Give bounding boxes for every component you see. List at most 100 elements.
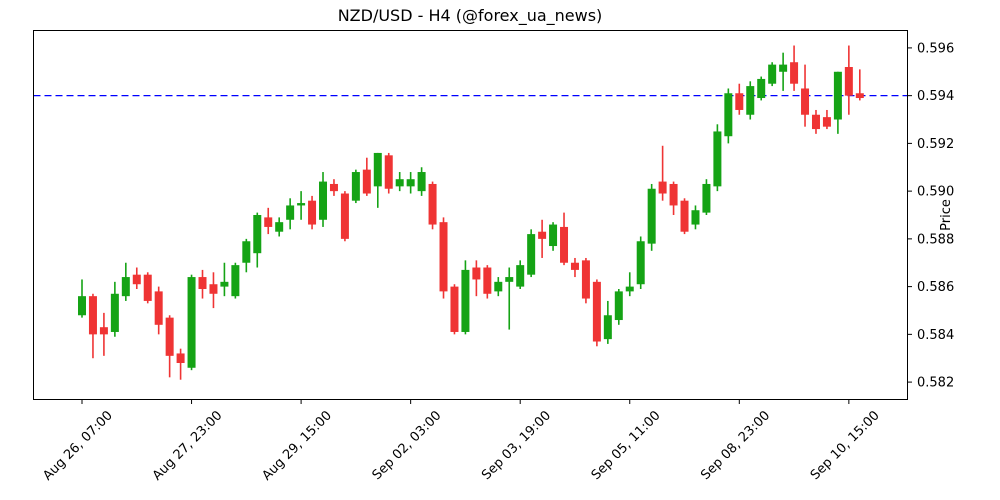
candle xyxy=(746,81,755,120)
candle xyxy=(538,219,547,258)
candle-body-down xyxy=(340,193,349,239)
candle xyxy=(395,172,404,192)
candles-layer xyxy=(78,45,864,380)
candle xyxy=(110,281,119,337)
candle-body-up xyxy=(461,269,470,332)
candle xyxy=(176,348,185,380)
y-axis-label: Price xyxy=(939,199,954,231)
candle xyxy=(319,172,328,227)
candle-body-down xyxy=(308,200,317,225)
candle xyxy=(680,198,689,235)
y-tick-label: 0.596 xyxy=(917,41,954,56)
y-tick-label: 0.588 xyxy=(917,232,954,247)
candle xyxy=(264,207,273,235)
candle-body-down xyxy=(811,114,820,130)
candle xyxy=(340,191,349,242)
candle xyxy=(461,260,470,335)
candle-body-up xyxy=(527,234,536,275)
candle xyxy=(757,76,766,101)
y-tick-label: 0.590 xyxy=(917,185,954,200)
candle-body-down xyxy=(822,117,831,127)
candle-body-up xyxy=(373,152,382,187)
y-tick-label: 0.584 xyxy=(917,328,954,343)
candle xyxy=(822,109,831,130)
candle-body-up xyxy=(231,265,240,297)
candle-body-down xyxy=(176,353,185,363)
candle-body-up xyxy=(691,210,700,225)
candle-body-up xyxy=(319,181,328,220)
candle-body-down xyxy=(329,183,338,192)
candle-body-up xyxy=(614,291,623,321)
candle-body-up xyxy=(746,86,755,115)
candle xyxy=(603,300,612,344)
candle-body-up xyxy=(121,277,130,297)
candle xyxy=(417,167,426,196)
x-tick-label: Sep 05, 11:00 xyxy=(589,408,664,483)
candle xyxy=(99,312,108,356)
candle xyxy=(78,279,86,318)
candle xyxy=(483,265,492,299)
candle xyxy=(198,269,207,299)
candle xyxy=(790,45,799,91)
candle xyxy=(373,152,382,208)
candle xyxy=(647,183,656,251)
candle-body-down xyxy=(428,183,437,225)
candle-body-up xyxy=(242,241,251,263)
candle xyxy=(768,62,777,87)
candle-body-up xyxy=(516,265,525,287)
candle xyxy=(231,262,240,299)
candle-body-down xyxy=(669,183,678,206)
candle-body-up xyxy=(768,64,777,84)
candle xyxy=(297,191,306,220)
candle xyxy=(735,83,744,115)
y-tick-label: 0.592 xyxy=(917,137,954,152)
candle xyxy=(450,284,459,335)
candle xyxy=(801,64,810,127)
x-tick-label: Aug 26, 07:00 xyxy=(40,408,116,484)
candle-body-down xyxy=(581,260,590,299)
candle-body-up xyxy=(220,281,229,287)
candle-body-down xyxy=(143,274,152,301)
candle xyxy=(308,195,317,230)
candle xyxy=(494,277,503,297)
candle-body-up xyxy=(275,222,284,232)
candle-body-down xyxy=(99,327,108,335)
candle-body-up xyxy=(494,281,503,292)
candle xyxy=(549,222,558,251)
candle xyxy=(844,45,853,115)
candle-body-down xyxy=(209,284,218,294)
x-tick-label: Sep 10, 15:00 xyxy=(808,408,883,483)
candle xyxy=(691,205,700,230)
candle xyxy=(286,198,295,230)
candle xyxy=(384,152,393,194)
y-tick-label: 0.582 xyxy=(917,376,954,391)
candle xyxy=(439,217,448,299)
axes-layer: 0.582 0.584 0.586 0.588 0.590 0.592 0.594 0.596… xyxy=(33,30,954,484)
candle xyxy=(187,274,196,371)
candle xyxy=(527,229,536,278)
candle-body-down xyxy=(165,317,174,356)
candle-body-down xyxy=(264,217,273,227)
candle xyxy=(702,179,711,215)
candle-body-down xyxy=(439,222,448,292)
candle xyxy=(242,238,251,273)
candle-body-up xyxy=(833,71,842,120)
candle-body-up xyxy=(406,179,415,187)
x-tick-label: Aug 29, 15:00 xyxy=(259,408,335,484)
candle xyxy=(428,181,437,230)
candle xyxy=(560,212,569,266)
candle-body-down xyxy=(154,291,163,325)
candle-body-up xyxy=(110,293,119,332)
candle-body-up xyxy=(625,286,634,292)
candle xyxy=(724,88,733,144)
candle xyxy=(833,71,842,134)
candle-body-up xyxy=(549,224,558,247)
candle xyxy=(406,172,415,194)
candle-body-down xyxy=(592,281,601,342)
candle xyxy=(143,272,152,304)
candle-body-down xyxy=(483,267,492,294)
plot-border xyxy=(33,30,908,400)
candle xyxy=(351,169,360,204)
